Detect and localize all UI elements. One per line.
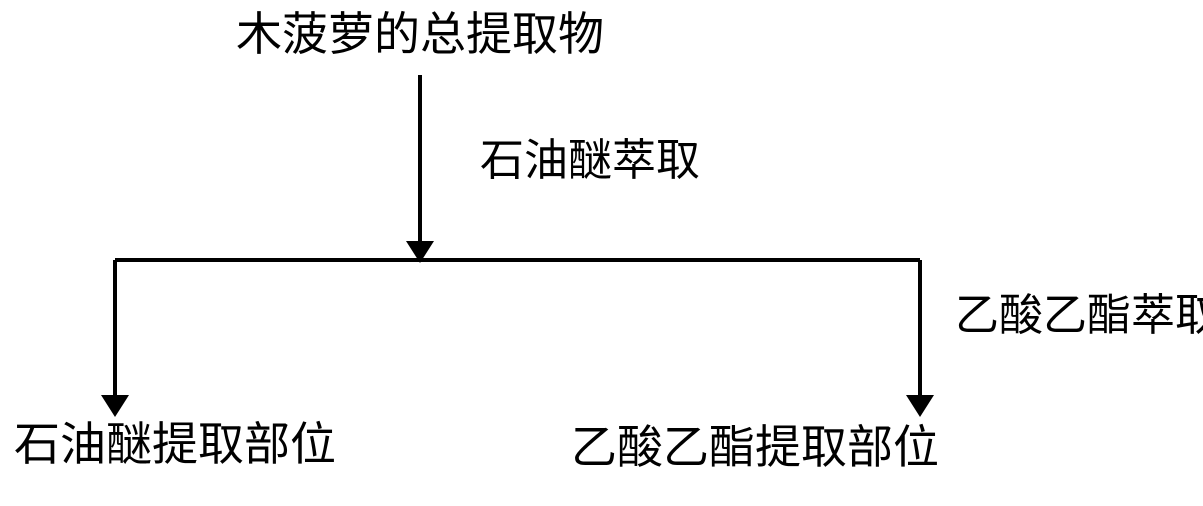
edge-label-ethyl-acetate-extraction: 乙酸乙酯萃取 xyxy=(955,291,1203,340)
flowchart-svg: 木菠萝的总提取物 石油醚萃取 乙酸乙酯萃取 石油醚提取部位 乙酸乙酯提取部位 xyxy=(0,0,1203,506)
edge-label-petroleum-ether-extraction: 石油醚萃取 xyxy=(480,136,700,185)
edge-hbar-left xyxy=(101,260,129,417)
edge-hbar-right: 乙酸乙酯萃取 xyxy=(906,260,1203,417)
node-left: 石油醚提取部位 xyxy=(14,419,336,470)
edge-root-split: 石油醚萃取 xyxy=(406,75,700,263)
node-root: 木菠萝的总提取物 xyxy=(236,9,604,60)
node-right: 乙酸乙酯提取部位 xyxy=(571,422,939,473)
